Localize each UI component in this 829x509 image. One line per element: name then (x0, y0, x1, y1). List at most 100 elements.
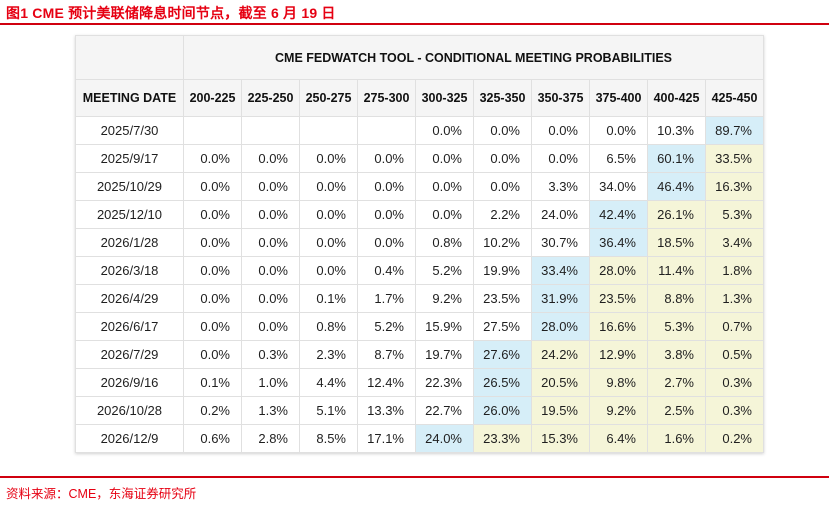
probability-cell: 23.3% (473, 424, 532, 453)
probability-cell: 34.0% (589, 172, 648, 201)
probability-cell: 1.0% (241, 368, 300, 397)
probability-cell: 19.5% (531, 396, 590, 425)
probability-cell: 31.9% (531, 284, 590, 313)
rate-range-header: 300-325 (415, 79, 474, 117)
rate-range-header: 225-250 (241, 79, 300, 117)
probability-cell: 0.0% (241, 144, 300, 173)
probability-cell: 2.5% (647, 396, 706, 425)
probability-cell: 4.4% (299, 368, 358, 397)
probability-cell: 8.5% (299, 424, 358, 453)
probability-cell: 0.0% (183, 312, 242, 341)
probability-cell: 0.6% (183, 424, 242, 453)
probability-cell: 46.4% (647, 172, 706, 201)
probability-cell: 0.0% (183, 172, 242, 201)
probability-cell: 0.0% (183, 284, 242, 313)
probability-cell: 2.2% (473, 200, 532, 229)
probability-cell: 3.8% (647, 340, 706, 369)
probability-cell: 0.0% (241, 228, 300, 257)
rate-range-header: 375-400 (589, 79, 648, 117)
probability-cell: 27.6% (473, 340, 532, 369)
meeting-date-cell: 2025/9/17 (75, 144, 184, 173)
probability-cell: 0.0% (241, 256, 300, 285)
group-header-title: CME FEDWATCH TOOL - CONDITIONAL MEETING … (183, 35, 764, 80)
probability-cell: 1.6% (647, 424, 706, 453)
probability-cell: 0.0% (473, 172, 532, 201)
probability-cell: 0.0% (589, 116, 648, 145)
table-row: 2026/12/9 0.6% 2.8% 8.5% 17.1% 24.0% 23.3% 15.3… (75, 424, 764, 453)
table-row: 2026/7/29 0.0% 0.3% 2.3% 8.7% 19.7% 27.6% 24.2%… (75, 340, 764, 369)
table-row: 2025/10/29 0.0% 0.0% 0.0% 0.0% 0.0% 0.0% 3.3% 34… (75, 172, 764, 201)
probability-cell: 3.3% (531, 172, 590, 201)
probability-cell: 0.7% (705, 312, 764, 341)
probability-cell: 0.3% (705, 368, 764, 397)
probability-cell: 0.0% (183, 200, 242, 229)
probability-cell: 0.0% (241, 312, 300, 341)
probability-cell: 26.0% (473, 396, 532, 425)
footer-divider-line (0, 476, 829, 478)
probability-cell: 5.1% (299, 396, 358, 425)
rate-range-header: 200-225 (183, 79, 242, 117)
table-row: 2026/10/28 0.2% 1.3% 5.1% 13.3% 22.7% 26.0% 19.… (75, 396, 764, 425)
meeting-date-cell: 2026/10/28 (75, 396, 184, 425)
probability-cell: 0.3% (241, 340, 300, 369)
probability-cell: 6.5% (589, 144, 648, 173)
rate-range-header: 275-300 (357, 79, 416, 117)
probability-cell: 19.7% (415, 340, 474, 369)
probability-cell: 0.0% (299, 256, 358, 285)
meeting-date-cell: 2026/1/28 (75, 228, 184, 257)
probability-cell: 0.0% (415, 200, 474, 229)
probability-cell: 2.7% (647, 368, 706, 397)
probability-cell (299, 116, 358, 145)
probability-cell: 24.2% (531, 340, 590, 369)
table-body: 2025/7/30 0.0% 0.0% 0.0% 0.0% 10.3% 89.7% 2025/… (75, 116, 764, 453)
meeting-date-cell: 2026/4/29 (75, 284, 184, 313)
probability-cell: 0.0% (299, 228, 358, 257)
probability-cell: 3.4% (705, 228, 764, 257)
probability-cell: 28.0% (589, 256, 648, 285)
probability-cell: 0.0% (531, 116, 590, 145)
table-row: 2026/9/16 0.1% 1.0% 4.4% 12.4% 22.3% 26.5% 20.5… (75, 368, 764, 397)
title-divider-line (0, 23, 829, 25)
probability-cell: 0.1% (299, 284, 358, 313)
probability-cell (357, 116, 416, 145)
probability-cell: 0.8% (299, 312, 358, 341)
probability-cell: 8.7% (357, 340, 416, 369)
probability-cell: 0.2% (705, 424, 764, 453)
probability-cell: 6.4% (589, 424, 648, 453)
probability-cell: 36.4% (589, 228, 648, 257)
meeting-date-cell: 2026/12/9 (75, 424, 184, 453)
probability-cell: 0.0% (299, 172, 358, 201)
probability-cell: 0.0% (415, 116, 474, 145)
probability-cell: 0.0% (299, 144, 358, 173)
meeting-date-cell: 2025/10/29 (75, 172, 184, 201)
probability-cell: 5.3% (705, 200, 764, 229)
probability-cell: 33.5% (705, 144, 764, 173)
probability-cell: 5.3% (647, 312, 706, 341)
table-header: CME FEDWATCH TOOL - CONDITIONAL MEETING … (75, 35, 764, 117)
probability-cell: 8.8% (647, 284, 706, 313)
probability-cell: 19.9% (473, 256, 532, 285)
probability-cell: 22.3% (415, 368, 474, 397)
source-note: 资料来源：CME，东海证券研究所 (6, 487, 197, 501)
probability-cell: 0.3% (705, 396, 764, 425)
meeting-date-cell: 2025/7/30 (75, 116, 184, 145)
probability-cell: 28.0% (531, 312, 590, 341)
rate-range-header: 250-275 (299, 79, 358, 117)
meeting-date-cell: 2026/7/29 (75, 340, 184, 369)
probability-cell: 0.0% (357, 144, 416, 173)
rate-range-header: 425-450 (705, 79, 764, 117)
probability-cell: 9.8% (589, 368, 648, 397)
rate-range-header: 350-375 (531, 79, 590, 117)
probability-cell: 17.1% (357, 424, 416, 453)
probability-cell: 15.3% (531, 424, 590, 453)
probability-cell: 0.0% (415, 144, 474, 173)
group-header-row: CME FEDWATCH TOOL - CONDITIONAL MEETING … (75, 35, 764, 80)
probability-cell: 89.7% (705, 116, 764, 145)
probability-cell: 0.0% (357, 172, 416, 201)
probability-cell: 0.0% (473, 116, 532, 145)
probability-cell: 1.3% (241, 396, 300, 425)
probability-cell: 42.4% (589, 200, 648, 229)
table-row: 2026/3/18 0.0% 0.0% 0.0% 0.4% 5.2% 19.9% 33.4% 2… (75, 256, 764, 285)
table-row: 2026/1/28 0.0% 0.0% 0.0% 0.0% 0.8% 10.2% 30.7% 3… (75, 228, 764, 257)
probability-cell: 12.4% (357, 368, 416, 397)
